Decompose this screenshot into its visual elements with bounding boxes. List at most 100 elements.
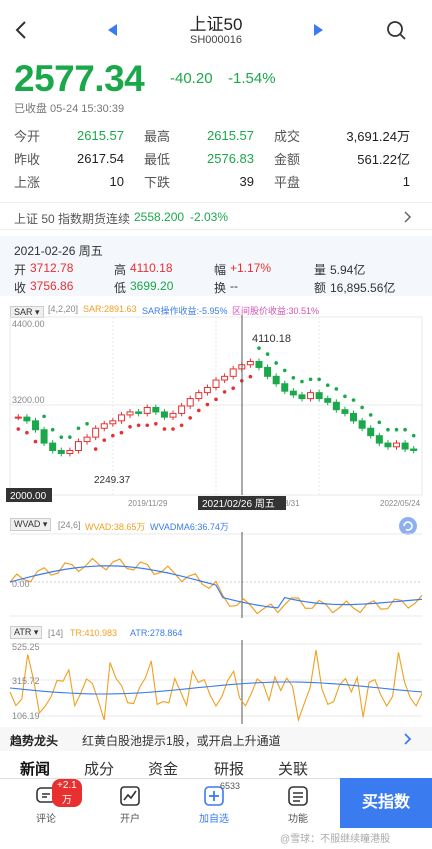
tab-research[interactable]: 研报 bbox=[214, 761, 245, 778]
menu-icon bbox=[288, 786, 308, 806]
sar-dot bbox=[25, 430, 29, 435]
y-label-mid: 3200.00 bbox=[12, 395, 45, 405]
candle bbox=[195, 392, 203, 400]
trend-text: 红黄白股池提示1股，或开启上升通道 bbox=[82, 734, 281, 748]
tab-related[interactable]: 关联 bbox=[278, 761, 309, 778]
candle bbox=[57, 450, 65, 454]
candle bbox=[212, 379, 220, 388]
indicator-select[interactable]: SAR ▾ bbox=[10, 306, 44, 318]
atr-select[interactable]: ATR ▾ bbox=[10, 626, 43, 639]
candle bbox=[272, 375, 280, 385]
tab-components[interactable]: 成分 bbox=[84, 761, 115, 778]
sar-dot bbox=[119, 430, 124, 435]
nav-open-account[interactable]: 开户 bbox=[100, 779, 160, 827]
sar-dot bbox=[93, 447, 98, 451]
candle bbox=[401, 442, 409, 450]
atr-y-mid: 315.72 bbox=[12, 676, 40, 686]
nav-functions[interactable]: 功能 bbox=[268, 779, 328, 827]
vol-value: 5.94亿 bbox=[330, 263, 366, 277]
buy-index-button[interactable]: 买指数 bbox=[340, 778, 432, 828]
amount-label: 额 bbox=[314, 281, 327, 295]
prev-stock-icon[interactable] bbox=[108, 24, 117, 36]
candle bbox=[23, 416, 31, 422]
stat-value: 1 bbox=[402, 174, 410, 189]
candle bbox=[31, 420, 39, 431]
back-icon[interactable] bbox=[14, 20, 28, 40]
content-tabs: 新闻 成分 资金 研报 关联 bbox=[0, 756, 432, 780]
futures-row[interactable]: 上证 50 指数期货连续 2558.200 -2.03% bbox=[0, 202, 432, 230]
tab-funds[interactable]: 资金 bbox=[148, 761, 179, 778]
candle bbox=[341, 409, 349, 414]
amp-label: 幅 bbox=[214, 263, 227, 277]
sar-dot bbox=[317, 377, 321, 382]
stat-value: 39 bbox=[239, 174, 254, 189]
candle bbox=[186, 398, 194, 407]
candle bbox=[143, 406, 151, 414]
stat-label: 成交 bbox=[274, 129, 301, 144]
high-value: 4110.18 bbox=[130, 261, 173, 275]
max-marker: 4110.18 bbox=[252, 333, 291, 345]
stat-label: 金额 bbox=[274, 152, 301, 167]
candle bbox=[203, 386, 211, 394]
amount-value: 16,895.56亿 bbox=[330, 281, 396, 295]
sar-dot bbox=[85, 422, 89, 426]
stat-value: 2576.83 bbox=[207, 151, 254, 166]
chevron-right-icon bbox=[404, 211, 412, 223]
y-label-bottom: 2000.00 bbox=[10, 491, 47, 502]
stat-label: 今开 bbox=[14, 129, 41, 144]
y-cursor-box bbox=[6, 488, 52, 502]
atr-name: ATR bbox=[14, 627, 32, 637]
tab-news[interactable]: 新闻 bbox=[20, 761, 51, 778]
sar-dot bbox=[291, 376, 296, 380]
atr-y-bottom: 106.19 bbox=[12, 711, 40, 721]
wvad-zero-label: 0.00 bbox=[12, 579, 30, 589]
x-label-cursor: 2021/02/26 周五 bbox=[202, 498, 275, 510]
x-label-3: 2022/05/24 bbox=[380, 499, 421, 508]
candle bbox=[40, 429, 48, 444]
sar-dot bbox=[50, 427, 55, 432]
settings-icon[interactable] bbox=[398, 516, 418, 536]
wvad-select[interactable]: WVAD ▾ bbox=[10, 518, 52, 531]
futures-price: 2558.200 bbox=[134, 210, 185, 224]
wvad-params: [24,6] bbox=[58, 520, 81, 530]
wvad-name: WVAD bbox=[14, 519, 41, 529]
candle bbox=[384, 442, 392, 448]
turn-label: 换 bbox=[214, 281, 227, 295]
candle bbox=[160, 411, 168, 418]
stat-value: 10 bbox=[109, 174, 124, 189]
candle bbox=[410, 448, 418, 451]
candle bbox=[393, 442, 401, 448]
candle bbox=[83, 436, 91, 443]
trend-bar[interactable]: 趋势龙头 红黄白股池提示1股，或开启上升通道 bbox=[0, 727, 432, 751]
nav-add-watchlist-label: 加自选 bbox=[199, 814, 229, 825]
turn-value: -- bbox=[230, 279, 238, 293]
atr-value: ATR:278.864 bbox=[130, 628, 183, 638]
x-label-partial: 8/31 bbox=[284, 499, 300, 508]
candle bbox=[246, 361, 254, 366]
candle bbox=[152, 406, 160, 413]
sar-dot bbox=[33, 439, 38, 444]
close-label: 收 bbox=[14, 281, 27, 295]
price-change: -40.20 bbox=[170, 70, 213, 87]
stat-label: 平盘 bbox=[274, 175, 301, 190]
futures-pct: -2.03% bbox=[190, 210, 229, 224]
search-icon[interactable] bbox=[386, 20, 406, 40]
wvad-series-line bbox=[9, 557, 423, 615]
nav-add-watchlist[interactable]: 加自选 6533 bbox=[184, 779, 244, 827]
candle bbox=[315, 392, 323, 400]
y-label-top: 4400.00 bbox=[12, 319, 45, 329]
candlestick-chart[interactable]: 4400.00 3200.00 2000.00 4110.18 2249.37 … bbox=[0, 315, 432, 510]
nav-functions-label: 功能 bbox=[288, 814, 308, 825]
stat-value: 2617.54 bbox=[77, 151, 124, 166]
next-stock-icon[interactable] bbox=[314, 24, 323, 36]
amp-value: +1.17% bbox=[230, 261, 272, 275]
candle bbox=[255, 361, 263, 368]
crosshair-info: 2021-02-26 周五 开 3712.78 高 4110.18 幅 +1.1… bbox=[0, 236, 432, 296]
nav-comment[interactable]: 评论 +2.1万 bbox=[16, 779, 82, 827]
candle bbox=[221, 375, 229, 381]
sar-dot bbox=[111, 433, 115, 438]
header: 上证50 SH000016 bbox=[0, 0, 432, 56]
candle bbox=[109, 420, 117, 425]
candle bbox=[264, 366, 272, 377]
candle bbox=[358, 420, 366, 429]
